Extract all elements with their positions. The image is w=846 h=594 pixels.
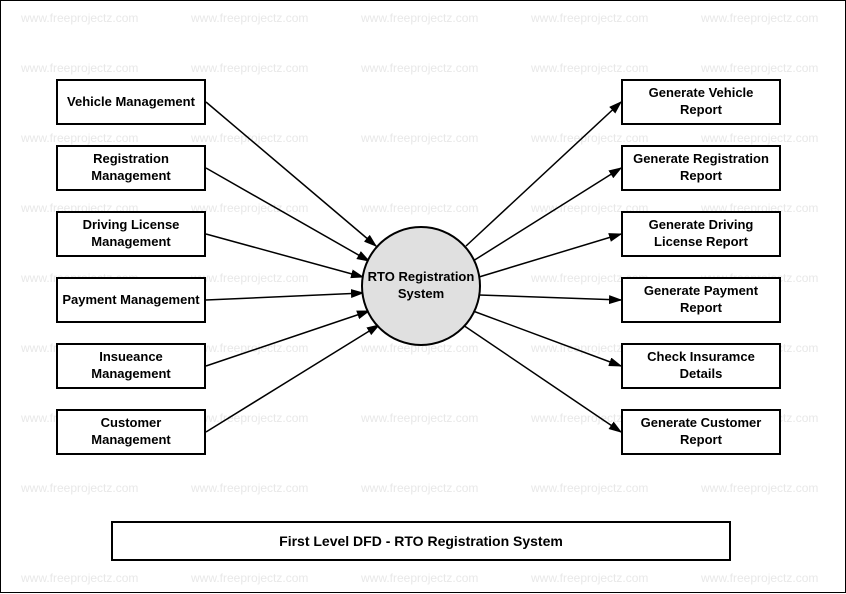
flow-arrow [206,311,369,366]
watermark-text: www.freeprojectz.com [701,61,818,75]
watermark-text: www.freeprojectz.com [361,61,478,75]
output-box: Check Insuramce Details [621,343,781,389]
flow-arrow [466,102,621,246]
input-box: Customer Management [56,409,206,455]
flow-arrow [473,168,621,261]
output-box: Generate Payment Report [621,277,781,323]
watermark-text: www.freeprojectz.com [701,11,818,25]
output-box: Generate Driving License Report [621,211,781,257]
flow-arrow [206,325,379,432]
output-box: Generate Registration Report [621,145,781,191]
output-box-label: Generate Payment Report [627,283,775,317]
watermark-text: www.freeprojectz.com [191,411,308,425]
input-box-label: Insueance Management [62,349,200,383]
watermark-text: www.freeprojectz.com [361,481,478,495]
watermark-text: www.freeprojectz.com [191,341,308,355]
input-box: Driving License Management [56,211,206,257]
watermark-text: www.freeprojectz.com [531,571,648,585]
watermark-text: www.freeprojectz.com [531,11,648,25]
watermark-text: www.freeprojectz.com [191,271,308,285]
output-box-label: Generate Driving License Report [627,217,775,251]
input-box-label: Payment Management [62,292,199,309]
watermark-text: www.freeprojectz.com [531,131,648,145]
watermark-text: www.freeprojectz.com [191,131,308,145]
dfd-canvas: www.freeprojectz.com www.freeprojectz.com… [0,0,846,593]
flow-arrow [206,293,363,300]
input-box-label: Customer Management [62,415,200,449]
input-box: Payment Management [56,277,206,323]
watermark-text: www.freeprojectz.com [361,11,478,25]
watermark-text: www.freeprojectz.com [361,411,478,425]
process-label: RTO Registration System [363,269,479,303]
watermark-text: www.freeprojectz.com [701,481,818,495]
watermark-text: www.freeprojectz.com [361,201,478,215]
process-circle: RTO Registration System [361,226,481,346]
watermark-text: www.freeprojectz.com [21,571,138,585]
flow-arrow [479,234,621,277]
watermark-text: www.freeprojectz.com [191,201,308,215]
watermark-text: www.freeprojectz.com [531,481,648,495]
watermark-text: www.freeprojectz.com [531,61,648,75]
flow-arrow [473,311,621,366]
watermark-text: www.freeprojectz.com [191,571,308,585]
flow-arrow [463,325,621,432]
output-box-label: Generate Registration Report [627,151,775,185]
watermark-text: www.freeprojectz.com [21,61,138,75]
input-box-label: Registration Management [62,151,200,185]
flow-arrow [479,295,621,300]
input-box: Vehicle Management [56,79,206,125]
title-box: First Level DFD - RTO Registration Syste… [111,521,731,561]
flow-arrow [206,102,376,246]
watermark-text: www.freeprojectz.com [191,61,308,75]
watermark-text: www.freeprojectz.com [21,11,138,25]
output-box-label: Check Insuramce Details [627,349,775,383]
input-box-label: Driving License Management [62,217,200,251]
diagram-title: First Level DFD - RTO Registration Syste… [279,533,563,549]
watermark-text: www.freeprojectz.com [361,131,478,145]
watermark-text: www.freeprojectz.com [21,481,138,495]
watermark-text: www.freeprojectz.com [361,571,478,585]
flow-arrow [206,168,369,261]
input-box: Insueance Management [56,343,206,389]
input-box: Registration Management [56,145,206,191]
output-box-label: Generate Vehicle Report [627,85,775,119]
input-box-label: Vehicle Management [67,94,195,111]
flow-arrow [206,234,363,277]
output-box-label: Generate Customer Report [627,415,775,449]
watermark-text: www.freeprojectz.com [21,131,138,145]
watermark-text: www.freeprojectz.com [701,571,818,585]
output-box: Generate Vehicle Report [621,79,781,125]
watermark-text: www.freeprojectz.com [191,481,308,495]
watermark-text: www.freeprojectz.com [701,131,818,145]
output-box: Generate Customer Report [621,409,781,455]
watermark-text: www.freeprojectz.com [191,11,308,25]
